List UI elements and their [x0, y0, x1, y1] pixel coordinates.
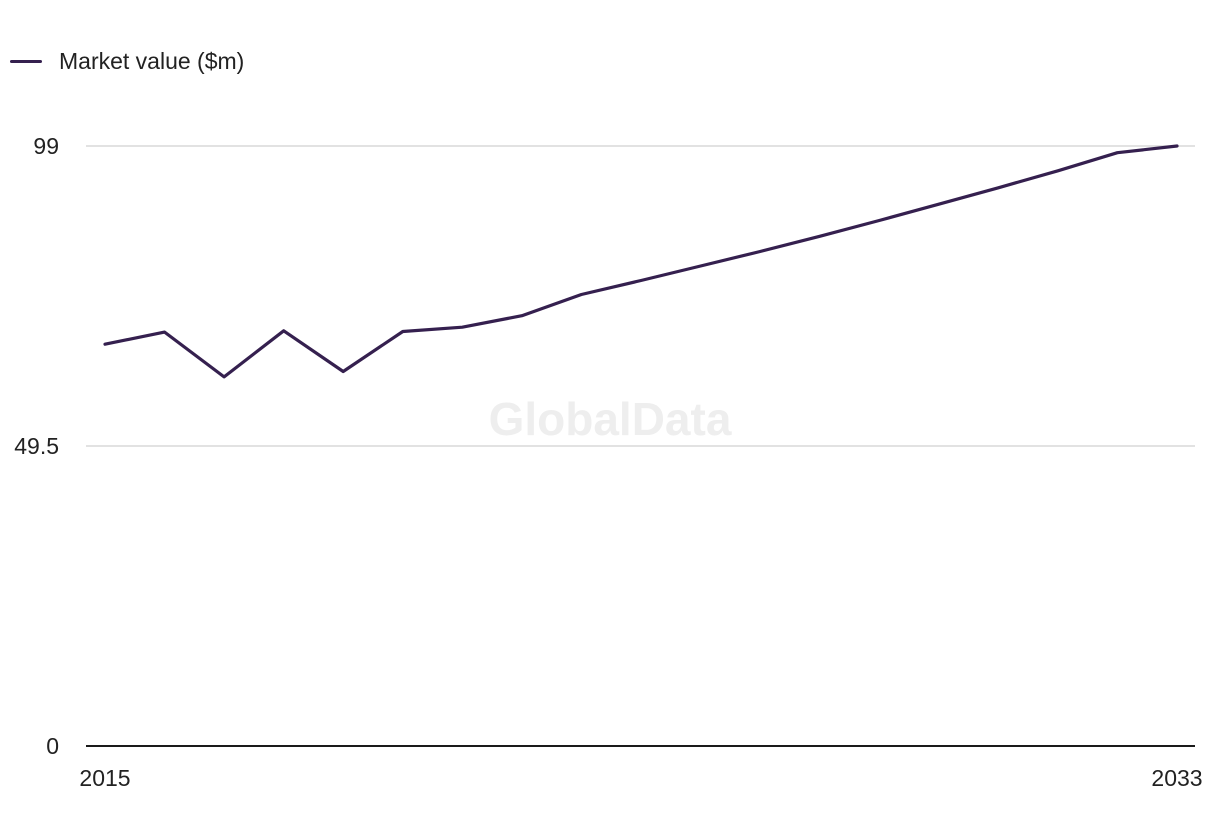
legend-label: Market value ($m) [59, 47, 245, 74]
series-line [103, 144, 1179, 379]
series-layer [103, 144, 1179, 379]
x-tick-label: 2015 [79, 765, 130, 791]
gridlines [86, 145, 1195, 447]
y-tick-label: 99 [33, 133, 59, 159]
legend: Market value ($m) [10, 46, 244, 76]
legend-swatch [10, 59, 42, 63]
y-tick-label: 49.5 [14, 433, 59, 459]
tick-labels: 0 49.5 99 2015 2033 [14, 133, 1202, 791]
y-tick-label: 0 [46, 733, 59, 759]
watermark: GlobalData [489, 393, 732, 445]
x-tick-label: 2033 [1151, 765, 1202, 791]
